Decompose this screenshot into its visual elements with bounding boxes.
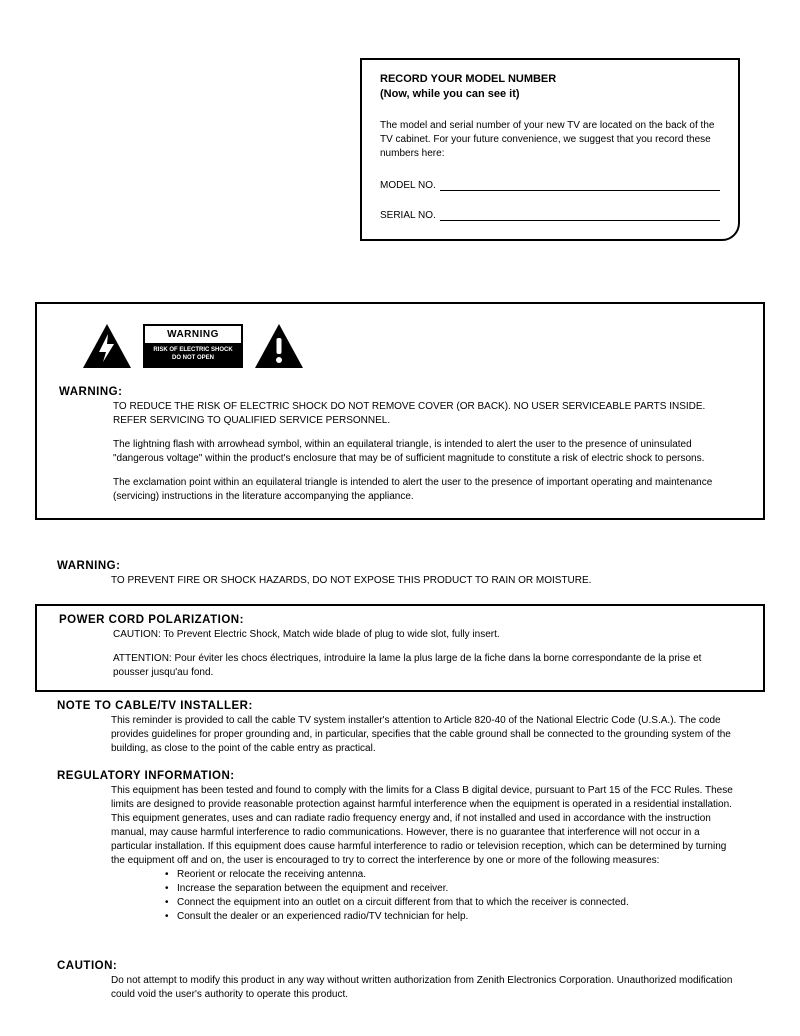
regulatory-section: REGULATORY INFORMATION: This equipment h… bbox=[35, 770, 765, 924]
warning2-body: TO PREVENT FIRE OR SHOCK HAZARDS, DO NOT… bbox=[35, 574, 765, 588]
model-no-input-line[interactable] bbox=[440, 179, 720, 191]
power-cord-p1: CAUTION: To Prevent Electric Shock, Matc… bbox=[59, 628, 741, 642]
regulatory-bullet-2: Increase the separation between the equi… bbox=[165, 882, 733, 896]
warning1-p3: The exclamation point within an equilate… bbox=[59, 476, 741, 504]
note-installer-label: NOTE TO CABLE/TV INSTALLER: bbox=[35, 700, 765, 712]
main-warning-box: WARNING RISK OF ELECTRIC SHOCK DO NOT OP… bbox=[35, 302, 765, 520]
note-installer-section: NOTE TO CABLE/TV INSTALLER: This reminde… bbox=[35, 700, 765, 766]
warning-text-box: WARNING RISK OF ELECTRIC SHOCK DO NOT OP… bbox=[143, 324, 243, 368]
warning1-label: WARNING: bbox=[59, 386, 741, 398]
caution-body: Do not attempt to modify this product in… bbox=[35, 974, 765, 1002]
model-no-row: MODEL NO. bbox=[380, 179, 720, 191]
regulatory-body: This equipment has been tested and found… bbox=[35, 784, 765, 924]
warning2-label: WARNING: bbox=[35, 560, 765, 572]
lightning-triangle-icon bbox=[81, 322, 133, 370]
caution-label: CAUTION: bbox=[35, 960, 765, 972]
power-cord-p2: ATTENTION: Pour éviter les chocs électri… bbox=[59, 652, 741, 680]
record-title-2: (Now, while you can see it) bbox=[380, 87, 720, 102]
note-installer-body: This reminder is provided to call the ca… bbox=[35, 714, 765, 756]
power-cord-section: POWER CORD POLARIZATION: CAUTION: To Pre… bbox=[35, 604, 765, 692]
exclamation-triangle-icon bbox=[253, 322, 305, 370]
warning1-p1: TO REDUCE THE RISK OF ELECTRIC SHOCK DO … bbox=[59, 400, 741, 428]
serial-no-row: SERIAL NO. bbox=[380, 209, 720, 221]
regulatory-bullet-1: Reorient or relocate the receiving anten… bbox=[165, 868, 733, 882]
warning1-p2: The lightning flash with arrowhead symbo… bbox=[59, 438, 741, 466]
warning2-section: WARNING: TO PREVENT FIRE OR SHOCK HAZARD… bbox=[35, 560, 765, 598]
model-no-label: MODEL NO. bbox=[380, 180, 436, 191]
regulatory-bullet-3: Connect the equipment into an outlet on … bbox=[165, 896, 733, 910]
caution-section: CAUTION: Do not attempt to modify this p… bbox=[35, 960, 765, 1012]
serial-no-input-line[interactable] bbox=[440, 209, 720, 221]
regulatory-bullets: Reorient or relocate the receiving anten… bbox=[153, 868, 733, 924]
serial-no-label: SERIAL NO. bbox=[380, 210, 436, 221]
power-cord-label: POWER CORD POLARIZATION: bbox=[59, 614, 741, 626]
warning-box-top: WARNING bbox=[145, 326, 241, 344]
record-body: The model and serial number of your new … bbox=[380, 119, 720, 161]
regulatory-label: REGULATORY INFORMATION: bbox=[35, 770, 765, 782]
warning-box-bottom: RISK OF ELECTRIC SHOCK DO NOT OPEN bbox=[145, 344, 241, 366]
regulatory-bullet-4: Consult the dealer or an experienced rad… bbox=[165, 910, 733, 924]
record-model-box: RECORD YOUR MODEL NUMBER (Now, while you… bbox=[360, 58, 740, 241]
warning-icon-row: WARNING RISK OF ELECTRIC SHOCK DO NOT OP… bbox=[81, 322, 741, 370]
record-title-1: RECORD YOUR MODEL NUMBER bbox=[380, 72, 720, 87]
